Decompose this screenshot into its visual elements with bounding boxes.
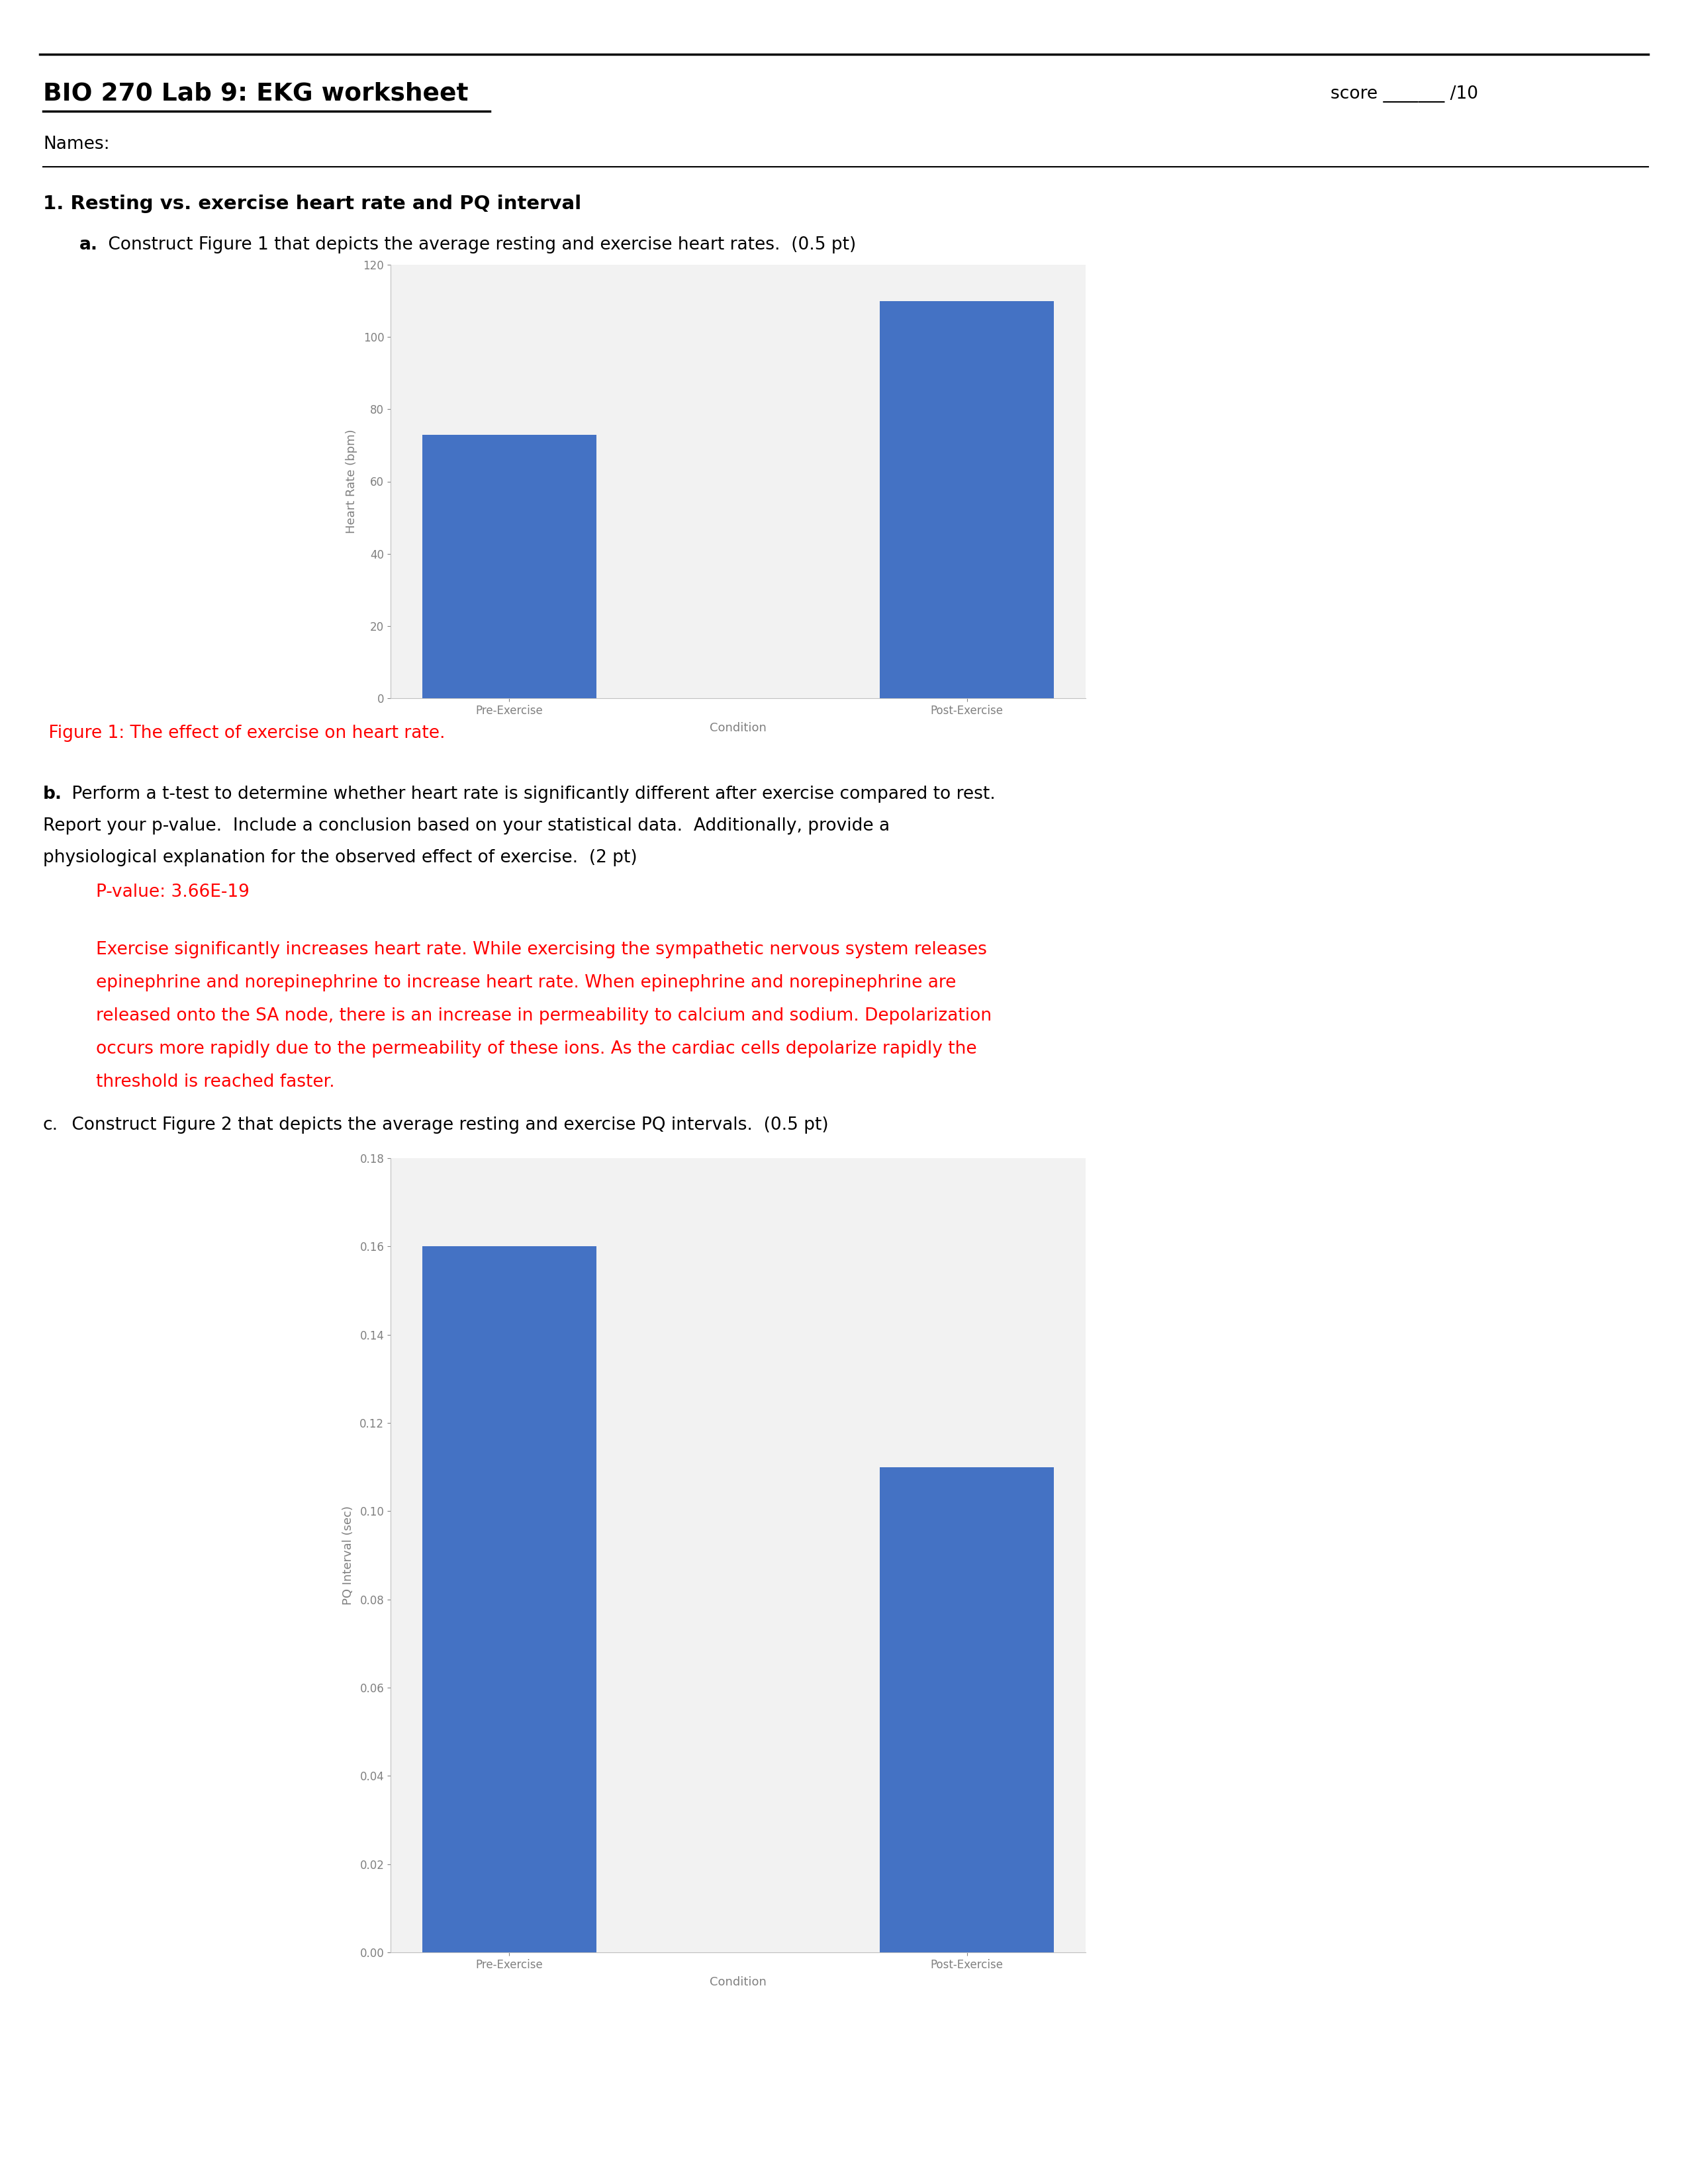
Text: 1. Resting vs. exercise heart rate and PQ interval: 1. Resting vs. exercise heart rate and P… [42,194,581,214]
Bar [422,1247,596,1952]
X-axis label: Condition: Condition [709,723,766,734]
Y-axis label: PQ Interval (sec): PQ Interval (sec) [343,1505,354,1605]
Text: b.: b. [42,786,62,804]
Bar [422,435,596,699]
Text: Exercise significantly increases heart rate. While exercising the sympathetic ne: Exercise significantly increases heart r… [96,941,987,959]
Text: epinephrine and norepinephrine to increase heart rate. When epinephrine and nore: epinephrine and norepinephrine to increa… [96,974,955,992]
Text: physiological explanation for the observed effect of exercise.  (2 pt): physiological explanation for the observ… [42,850,638,867]
Text: Names:: Names: [42,135,110,153]
Y-axis label: Heart Rate (bpm): Heart Rate (bpm) [346,430,358,533]
Text: Report your p-value.  Include a conclusion based on your statistical data.  Addi: Report your p-value. Include a conclusio… [42,817,890,834]
Text: BIO 270 Lab 9: EKG worksheet: BIO 270 Lab 9: EKG worksheet [42,83,468,105]
Text: c.: c. [42,1116,59,1133]
Text: occurs more rapidly due to the permeability of these ions. As the cardiac cells : occurs more rapidly due to the permeabil… [96,1040,977,1057]
Text: score _______ /10: score _______ /10 [1330,85,1479,103]
Text: a.: a. [79,236,98,253]
Text: threshold is reached faster.: threshold is reached faster. [96,1075,334,1090]
Text: Figure 1: The effect of exercise on heart rate.: Figure 1: The effect of exercise on hear… [42,725,446,743]
Text: Perform a t-test to determine whether heart rate is significantly different afte: Perform a t-test to determine whether he… [66,786,996,804]
Bar [879,1468,1053,1952]
Text: Construct Figure 1 that depicts the average resting and exercise heart rates.  (: Construct Figure 1 that depicts the aver… [103,236,856,253]
Text: P-value: 3.66E-19: P-value: 3.66E-19 [96,885,250,900]
X-axis label: Condition: Condition [709,1977,766,1987]
Text: Construct Figure 2 that depicts the average resting and exercise PQ intervals.  : Construct Figure 2 that depicts the aver… [66,1116,829,1133]
Text: released onto the SA node, there is an increase in permeability to calcium and s: released onto the SA node, there is an i… [96,1007,993,1024]
Bar [879,301,1053,699]
